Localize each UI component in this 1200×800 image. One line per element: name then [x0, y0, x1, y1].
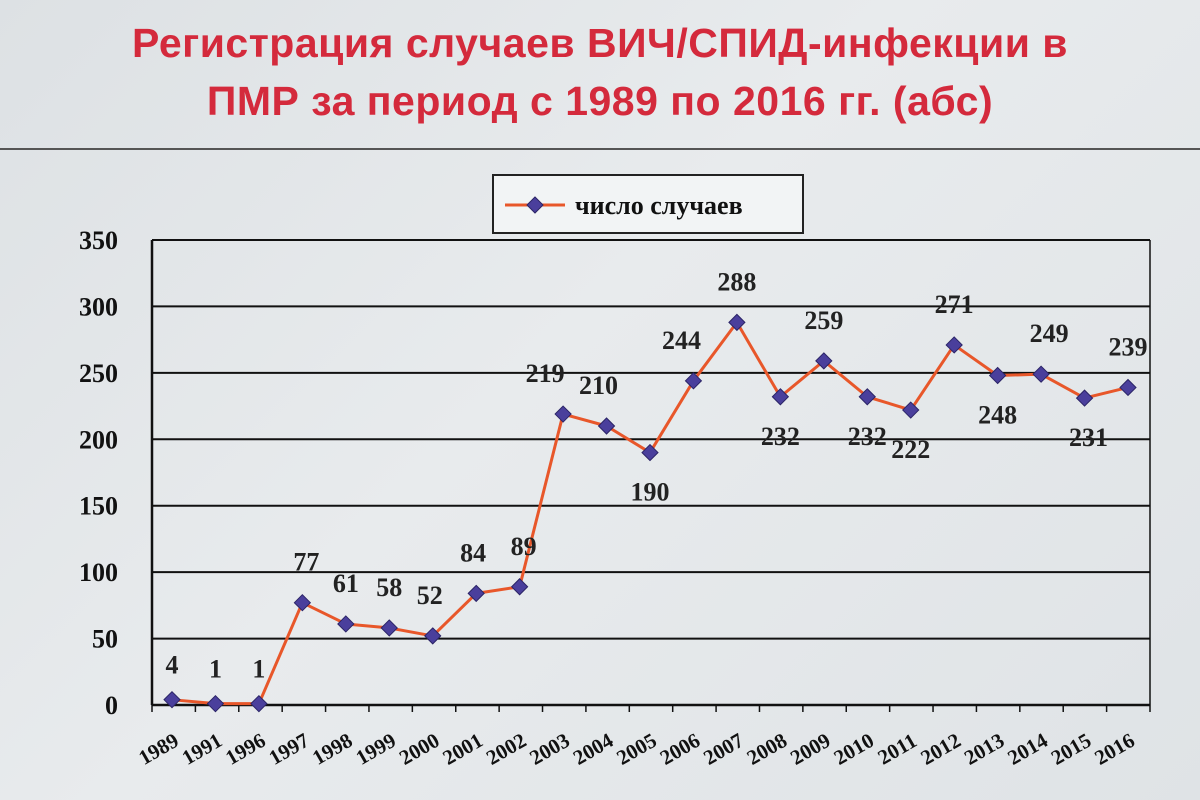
x-tick-label: 1996 — [221, 728, 269, 770]
data-point-marker — [293, 593, 312, 612]
series-line — [171, 320, 1129, 706]
x-tick-label: 2014 — [1003, 728, 1052, 770]
x-tick-label: 2002 — [482, 728, 530, 770]
data-label: 61 — [333, 569, 359, 598]
x-tick-label: 2011 — [874, 728, 921, 769]
data-label: 77 — [293, 548, 319, 577]
y-tick-label: 250 — [79, 359, 118, 388]
data-label: 232 — [761, 422, 800, 451]
data-label: 4 — [166, 651, 179, 680]
x-tick-label: 2009 — [786, 728, 834, 770]
x-tick-label: 2016 — [1090, 728, 1138, 770]
data-label: 271 — [935, 290, 974, 319]
x-tick-label: 1989 — [134, 728, 182, 770]
data-point-marker — [510, 578, 529, 596]
data-point-marker — [1119, 378, 1137, 397]
x-tick-label: 2004 — [569, 728, 618, 770]
data-label: 1 — [209, 655, 222, 684]
data-point-marker — [424, 627, 442, 645]
x-tick-label: 2015 — [1047, 728, 1095, 770]
data-label: 232 — [848, 422, 887, 451]
x-tick-label: 2005 — [612, 728, 660, 770]
x-tick-label: 2012 — [916, 728, 964, 770]
y-tick-label: 50 — [92, 625, 118, 654]
data-point-marker — [641, 443, 659, 462]
data-label: 52 — [417, 581, 443, 610]
y-tick-label: 300 — [79, 292, 118, 321]
data-label: 244 — [662, 326, 701, 355]
x-tick-label: 2010 — [830, 728, 878, 770]
x-tick-label: 2003 — [525, 728, 573, 770]
chart-title: Регистрация случаев ВИЧ/СПИД-инфекции в … — [0, 14, 1200, 130]
data-point-marker — [988, 366, 1007, 385]
y-tick-label: 0 — [105, 691, 118, 720]
data-label: 249 — [1030, 319, 1069, 348]
x-tick-label: 2006 — [656, 728, 704, 770]
legend-box — [492, 174, 804, 234]
data-point-marker — [1032, 365, 1050, 383]
chart-title-line-2: ПМР за период с 1989 по 2016 гг. (абс) — [206, 78, 994, 124]
data-point-marker — [380, 619, 398, 637]
x-tick-label: 2007 — [699, 728, 747, 770]
chart-title-line-1: Регистрация случаев ВИЧ/СПИД-инфекции в — [132, 20, 1068, 66]
data-point-marker — [206, 694, 225, 713]
x-tick-label: 2000 — [395, 728, 443, 770]
data-point-marker — [1075, 389, 1094, 407]
title-divider — [0, 148, 1200, 150]
data-label: 190 — [631, 478, 670, 507]
y-tick-label: 100 — [79, 558, 118, 587]
x-tick-label: 1997 — [265, 728, 313, 770]
data-label: 288 — [717, 267, 756, 296]
data-label: 248 — [978, 401, 1017, 430]
data-point-marker — [163, 690, 181, 709]
y-tick-label: 150 — [79, 492, 118, 521]
data-label: 84 — [460, 538, 486, 567]
data-point-marker — [684, 372, 703, 390]
data-point-marker — [945, 336, 963, 354]
data-point-marker — [337, 615, 355, 633]
x-tick-label: 2008 — [743, 728, 791, 770]
legend-label: число случаев — [575, 191, 743, 220]
data-point-marker — [467, 584, 485, 603]
data-point-marker — [771, 388, 790, 406]
x-tick-label: 1999 — [352, 728, 400, 770]
data-point-marker — [250, 694, 268, 713]
data-label: 231 — [1069, 423, 1108, 452]
x-tick-label: 1998 — [308, 728, 356, 770]
x-tick-label: 1991 — [178, 728, 226, 770]
data-label: 259 — [804, 306, 843, 335]
y-tick-label: 350 — [79, 226, 118, 255]
data-label: 1 — [252, 655, 265, 684]
legend-marker — [526, 196, 544, 214]
data-label: 239 — [1109, 332, 1148, 361]
data-point-marker — [815, 352, 833, 370]
data-point-marker — [728, 313, 746, 332]
x-tick-label: 2013 — [960, 728, 1008, 770]
data-label: 210 — [579, 371, 618, 400]
data-point-marker — [902, 401, 920, 419]
data-label: 219 — [526, 359, 565, 388]
x-tick-label: 2001 — [438, 728, 486, 770]
y-tick-label: 200 — [79, 425, 118, 454]
data-point-marker — [597, 417, 616, 435]
data-point-marker — [858, 388, 876, 406]
data-point-marker — [554, 405, 572, 423]
data-label: 89 — [511, 532, 537, 561]
data-label: 58 — [376, 573, 402, 602]
data-label: 222 — [891, 435, 930, 464]
